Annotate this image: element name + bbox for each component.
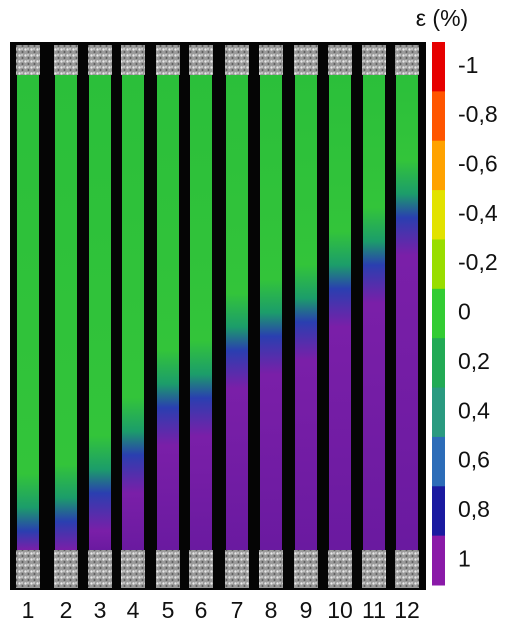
- colorbar-segment: [432, 535, 445, 586]
- colorbar-segment: [432, 190, 445, 240]
- image-background: [10, 42, 426, 590]
- specimen-label: 7: [231, 597, 244, 623]
- top-grip: [328, 45, 352, 75]
- bottom-grip: [121, 550, 145, 588]
- colorbar-label: 0,8: [458, 496, 490, 522]
- specimen-strips: [16, 45, 419, 588]
- bottom-grip: [16, 550, 40, 588]
- top-grip: [189, 45, 213, 75]
- bottom-grip: [225, 550, 249, 588]
- colorbar-title: ε (%): [416, 5, 468, 31]
- strain-field: [260, 75, 282, 550]
- colorbar-segment: [432, 486, 445, 537]
- strain-field: [89, 75, 111, 550]
- bottom-grip: [88, 550, 112, 588]
- bottom-grip: [362, 550, 386, 588]
- top-grip: [259, 45, 283, 75]
- colorbar-label: 0: [458, 299, 471, 325]
- strain-field: [329, 75, 351, 550]
- strain-field: [363, 75, 385, 550]
- top-grip: [156, 45, 180, 75]
- specimen-label: 10: [327, 597, 353, 623]
- top-grip: [88, 45, 112, 75]
- colorbar-segment: [432, 436, 445, 487]
- specimen-label: 9: [300, 597, 313, 623]
- specimen-label: 12: [394, 597, 420, 623]
- colorbar-segment: [432, 239, 445, 290]
- specimen-label: 2: [60, 597, 73, 623]
- colorbar-segment: [432, 140, 445, 191]
- specimen-label: 3: [94, 597, 107, 623]
- bottom-grip: [189, 550, 213, 588]
- bottom-grip: [156, 550, 180, 588]
- top-grip: [294, 45, 318, 75]
- bottom-grip: [395, 550, 419, 588]
- top-grip: [54, 45, 78, 75]
- colorbar-label: -0,8: [458, 101, 498, 127]
- strain-field: [55, 75, 77, 550]
- colorbar-segment: [432, 42, 445, 92]
- bottom-grip: [259, 550, 283, 588]
- colorbar-label: 1: [458, 545, 471, 571]
- strain-field: [190, 75, 212, 550]
- colorbar-label: 0,4: [458, 397, 490, 423]
- specimen-label: 11: [362, 597, 386, 623]
- strain-field: [157, 75, 179, 550]
- specimen-label: 8: [265, 597, 278, 623]
- colorbar-label: -0,2: [458, 249, 498, 275]
- top-grip: [16, 45, 40, 75]
- top-grip: [362, 45, 386, 75]
- specimen-label: 1: [22, 597, 35, 623]
- colorbar-segment: [432, 288, 445, 339]
- colorbar-segment: [432, 91, 445, 142]
- specimen-label: 5: [162, 597, 175, 623]
- colorbar-label: -0,6: [458, 150, 498, 176]
- colorbar: [432, 42, 445, 586]
- specimen-label: 6: [195, 597, 208, 623]
- strain-field: [122, 75, 144, 550]
- top-grip: [395, 45, 419, 75]
- strain-field: [396, 75, 418, 550]
- colorbar-segment: [432, 338, 445, 389]
- top-grip: [225, 45, 249, 75]
- strain-field: [17, 75, 39, 550]
- bottom-grip: [294, 550, 318, 588]
- top-grip: [121, 45, 145, 75]
- bottom-grip: [54, 550, 78, 588]
- specimen-label: 4: [127, 597, 140, 623]
- strain-field: [226, 75, 248, 550]
- colorbar-label: 0,2: [458, 348, 490, 374]
- colorbar-label: -0,4: [458, 200, 498, 226]
- bottom-grip: [328, 550, 352, 588]
- strain-field: [295, 75, 317, 550]
- colorbar-label: -1: [458, 52, 478, 78]
- colorbar-label: 0,6: [458, 447, 490, 473]
- colorbar-segment: [432, 387, 445, 438]
